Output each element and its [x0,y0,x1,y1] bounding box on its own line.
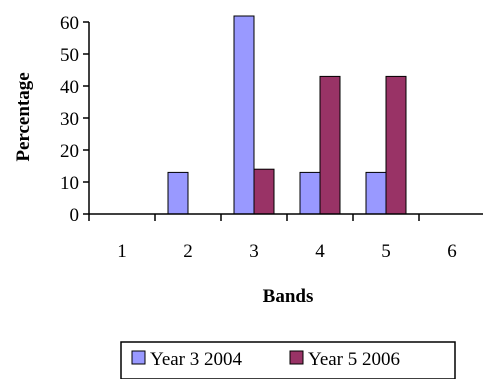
bar-year3-cat2 [167,171,189,215]
y-tick-label: 30 [60,109,79,130]
bar-year3-cat3 [233,15,255,215]
bars [167,15,407,215]
legend-swatch-year3 [131,350,146,365]
bar-year3-cat5 [365,171,387,215]
bar-year5-cat3 [253,168,275,215]
x-tick-label: 5 [381,241,391,262]
x-axis: 1 2 3 4 5 6 [88,213,483,262]
x-tick-label: 4 [315,241,325,262]
bar-year3-cat4 [299,171,321,215]
y-axis: 0 10 20 30 40 50 60 [60,13,90,226]
legend-box [120,341,456,379]
y-tick-label: 50 [60,45,79,66]
x-tick-label: 1 [117,241,127,262]
y-axis-title: Percentage [13,72,34,161]
legend-swatch-year5 [289,350,304,365]
x-tick-label: 6 [447,241,457,262]
legend-label-year3: Year 3 2004 [150,349,243,370]
y-tick-label: 10 [60,173,79,194]
y-tick-label: 20 [60,141,79,162]
legend-label-year5: Year 5 2006 [308,349,400,370]
x-tick-label: 2 [183,241,193,262]
y-tick-label: 60 [60,13,79,34]
y-tick-label: 0 [70,205,80,226]
x-tick-label: 3 [249,241,259,262]
bar-year5-cat4 [319,75,341,215]
legend: Year 3 2004 Year 5 2006 [120,341,456,379]
bar-year5-cat5 [385,75,407,215]
x-axis-title: Bands [263,286,314,307]
y-tick-label: 40 [60,77,79,98]
